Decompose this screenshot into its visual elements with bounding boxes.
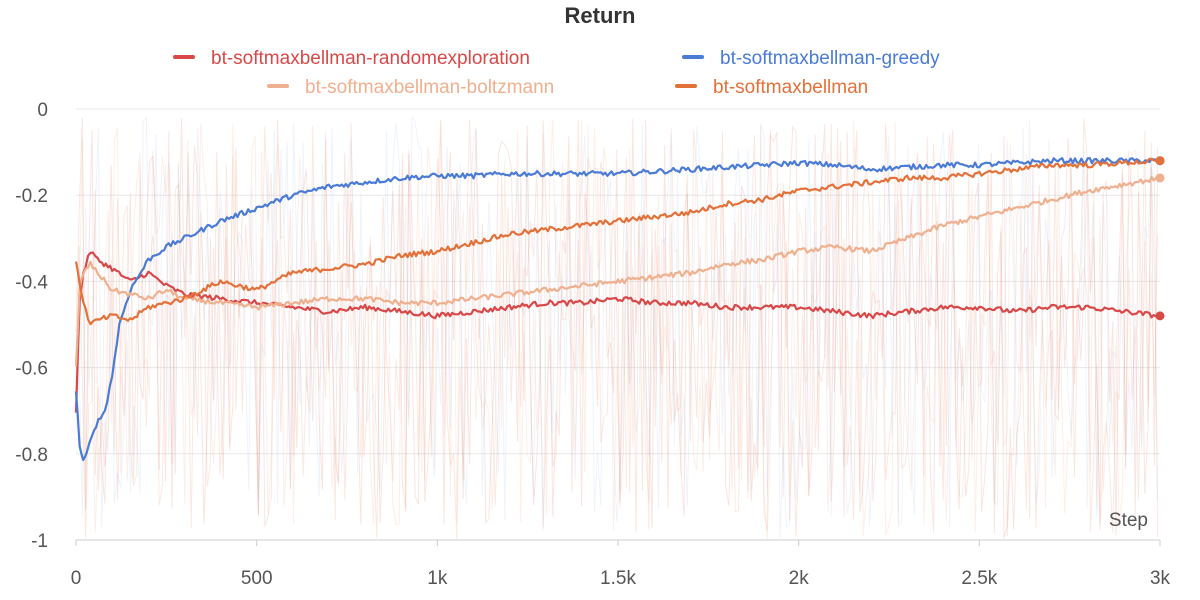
y-tick-label: -0.2 [15,186,48,207]
series-lines [74,157,1161,462]
series-end-point [1155,311,1165,321]
y-axis-ticks: 0 -0.2 -0.4 -0.6 -0.8 -1 [15,100,48,552]
raw-noise-line [75,117,1159,539]
y-tick-label: -0.6 [15,359,48,380]
legend-label: bt-softmaxbellman [713,77,868,98]
raw-noise-line [75,118,1159,539]
y-tick-label: -0.8 [15,445,48,466]
y-tick-label: -0.4 [15,272,48,293]
legend: bt-softmaxbellman-randomexploration bt-so… [173,48,940,98]
raw-noise-background [75,115,1159,540]
series-end-point [1155,156,1165,166]
x-tick-label: 2k [789,568,810,589]
x-tick-label: 0 [71,568,82,589]
legend-label: bt-softmaxbellman-randomexploration [211,48,530,69]
series-end-point [1155,173,1165,183]
y-tick-label: 0 [37,100,48,121]
raw-noise-line [75,115,1159,539]
raw-noise-line [75,119,1159,540]
legend-label: bt-softmaxbellman-boltzmann [305,77,554,98]
y-tick-label: -1 [31,531,48,552]
x-tick-label: 500 [241,568,273,589]
series-line [74,157,1161,326]
x-axis-ticks: 0 500 1k 1.5k 2k 2.5k 3k [71,540,1171,589]
series-line [74,157,1161,462]
series-line [74,174,1161,367]
x-tick-label: 1.5k [600,568,636,589]
x-axis-label: Step [1109,510,1148,531]
x-tick-label: 1k [427,568,448,589]
x-tick-label: 2.5k [961,568,997,589]
legend-label: bt-softmaxbellman-greedy [720,48,940,69]
x-tick-label: 3k [1150,568,1171,589]
series-end-markers [1155,156,1165,321]
chart-title: Return [565,3,636,28]
